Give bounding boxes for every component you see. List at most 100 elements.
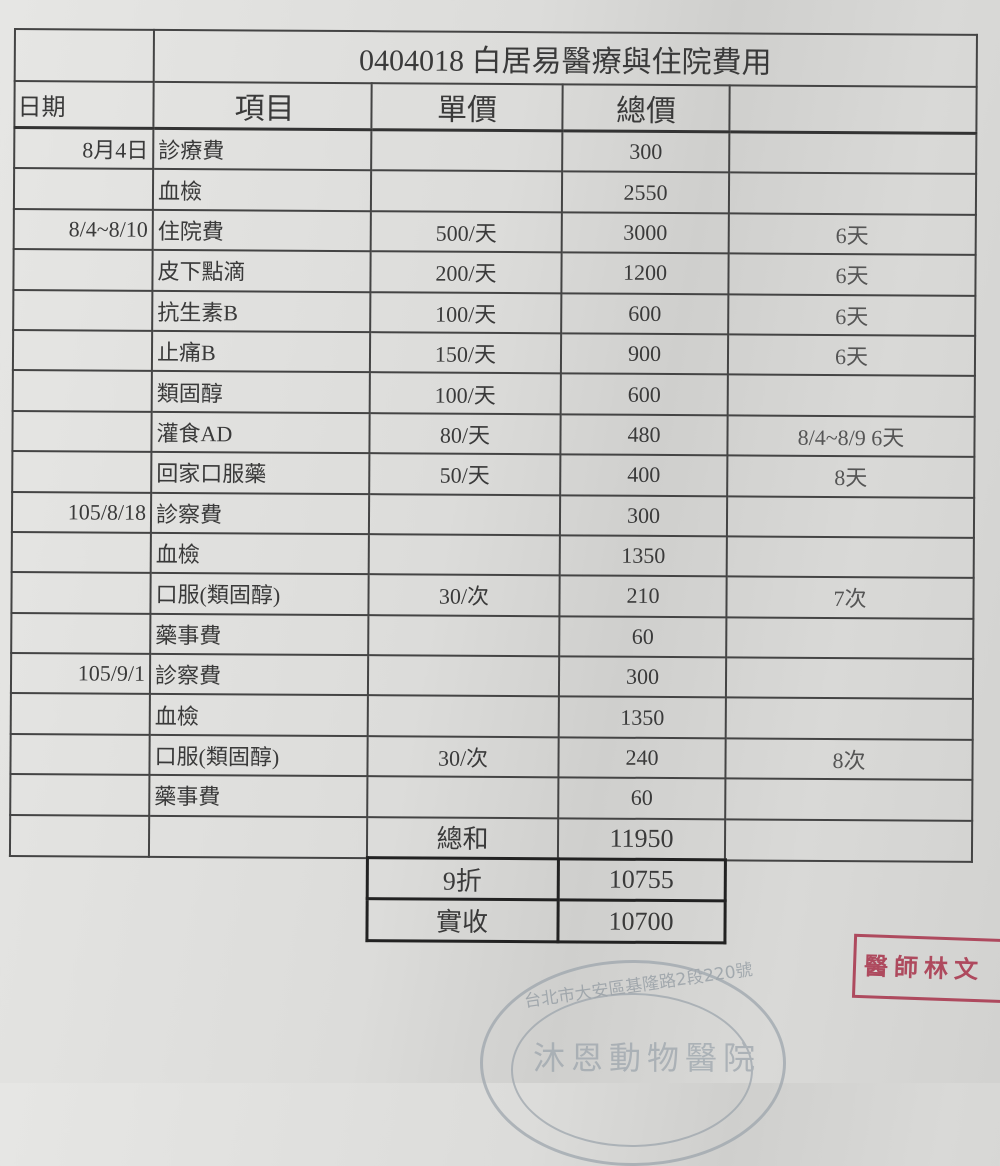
total-price-cell: 60 <box>559 616 727 658</box>
table-row: 回家口服藥 50/天 400 8天 <box>12 451 975 498</box>
note-cell: 8/4~8/9 6天 <box>727 415 975 457</box>
date-cell <box>11 572 151 614</box>
note-cell <box>726 617 974 659</box>
summary-label: 9折 <box>366 857 558 901</box>
item-cell: 藥事費 <box>149 775 368 817</box>
clinic-seal-name: 沐恩動物醫院 <box>533 1039 762 1077</box>
date-cell <box>12 451 152 493</box>
bill-table: 0404018 白居易醫療與住院費用 日期 項目 單價 總價 8月4日 診療費 30… <box>8 28 978 946</box>
date-cell <box>12 329 153 372</box>
date-cell <box>11 612 151 654</box>
header-item: 項目 <box>153 81 372 130</box>
doctor-stamp: 醫師林文 <box>851 933 1000 1005</box>
unit-price-cell <box>367 655 560 697</box>
total-price-cell: 3000 <box>561 212 729 254</box>
date-cell <box>10 774 150 816</box>
table-row: 8月4日 診療費 300 <box>14 127 977 175</box>
table-row: 口服(類固醇) 30/次 210 7次 <box>11 572 974 619</box>
table-row: 8/4~8/10 住院費 500/天 3000 6天 <box>13 208 976 256</box>
header-unit-price: 單價 <box>371 83 563 131</box>
total-price-cell: 1200 <box>561 252 729 294</box>
note-cell: 8天 <box>727 455 975 498</box>
table-row: 口服(類固醇) 30/次 240 8次 <box>10 733 973 781</box>
unit-price-cell <box>367 776 559 818</box>
table-row: 灌食AD 80/天 480 8/4~8/9 6天 <box>12 410 975 457</box>
table-row: 105/8/18 診察費 300 <box>11 491 975 538</box>
note-cell: 6天 <box>728 293 976 336</box>
item-cell: 血檢 <box>152 169 372 211</box>
note-cell: 6天 <box>728 253 976 296</box>
unit-price-cell <box>371 129 563 172</box>
item-cell: 藥事費 <box>150 613 369 656</box>
item-cell: 血檢 <box>150 532 369 575</box>
note-cell <box>726 495 975 538</box>
unit-price-cell: 100/天 <box>369 372 561 415</box>
header-total-price: 總價 <box>562 84 730 132</box>
date-cell <box>13 289 153 331</box>
item-cell: 診療費 <box>153 128 372 171</box>
table-row: 止痛B 150/天 900 6天 <box>12 329 976 377</box>
table-row: 血檢 1350 <box>11 531 974 579</box>
unit-price-cell: 100/天 <box>370 291 562 334</box>
summary-empty-cell <box>9 814 150 857</box>
clinic-seal: 台北市大安區基隆路2段220號 沐恩動物醫院 <box>480 960 786 1166</box>
item-cell: 診察費 <box>150 492 370 535</box>
table-row: 藥事費 60 <box>10 774 973 821</box>
bill-table-sheet: 0404018 白居易醫療與住院費用 日期 項目 單價 總價 8月4日 診療費 30… <box>8 28 978 946</box>
table-row: 藥事費 60 <box>11 612 974 659</box>
total-price-cell: 480 <box>560 414 728 456</box>
item-cell: 類固醇 <box>151 371 370 413</box>
total-price-cell: 210 <box>559 575 727 618</box>
summary-empty-cell <box>9 897 148 939</box>
total-price-cell: 1350 <box>558 696 726 739</box>
unit-price-cell <box>370 170 563 213</box>
total-price-cell: 1350 <box>559 535 727 577</box>
date-cell <box>12 410 152 452</box>
unit-price-cell <box>368 534 560 576</box>
unit-price-cell: 500/天 <box>370 210 562 253</box>
note-cell <box>726 536 974 579</box>
note-cell <box>725 697 973 740</box>
total-price-cell: 900 <box>560 333 729 375</box>
note-cell <box>725 657 974 700</box>
date-cell <box>13 249 153 291</box>
note-cell: 8次 <box>725 738 973 781</box>
unit-price-cell: 150/天 <box>369 332 562 374</box>
item-cell: 口服(類固醇) <box>149 734 368 777</box>
header-note <box>729 85 977 134</box>
table-row: 105/9/1 診察費 300 <box>10 653 974 700</box>
document-title: 0404018 白居易醫療與住院費用 <box>153 29 977 87</box>
unit-price-cell <box>368 493 561 536</box>
item-cell: 回家口服藥 <box>151 451 370 494</box>
summary-value: 10700 <box>557 900 725 943</box>
summary-label: 總和 <box>366 816 559 859</box>
summary-empty-cell <box>10 856 149 898</box>
item-cell: 止痛B <box>151 330 371 373</box>
note-cell <box>727 374 975 417</box>
date-cell: 8月4日 <box>14 127 154 170</box>
unit-price-cell: 80/天 <box>369 412 561 455</box>
table-row: 抗生素B 100/天 600 6天 <box>13 289 976 336</box>
item-cell: 住院費 <box>152 209 371 252</box>
table-row: 血檢 2550 <box>13 168 977 215</box>
total-price-cell: 600 <box>560 373 728 416</box>
unit-price-cell: 50/天 <box>369 453 561 495</box>
date-cell: 105/8/18 <box>11 491 152 533</box>
summary-empty-cell <box>725 860 972 903</box>
item-cell: 抗生素B <box>152 290 371 333</box>
item-cell: 診察費 <box>149 653 369 696</box>
date-cell <box>13 168 154 210</box>
item-cell: 灌食AD <box>151 411 370 454</box>
total-price-cell: 300 <box>562 130 730 173</box>
note-cell <box>725 778 973 821</box>
summary-row: 實收 10700 <box>9 897 971 944</box>
unit-price-cell: 30/次 <box>368 574 560 617</box>
note-cell: 6天 <box>728 213 976 256</box>
summary-value: 11950 <box>557 817 726 860</box>
title-corner-cell <box>14 29 154 82</box>
total-price-cell: 600 <box>561 292 729 335</box>
date-cell <box>10 733 150 776</box>
total-price-cell: 300 <box>559 494 728 537</box>
summary-value: 10755 <box>557 858 725 902</box>
date-cell <box>12 370 152 412</box>
